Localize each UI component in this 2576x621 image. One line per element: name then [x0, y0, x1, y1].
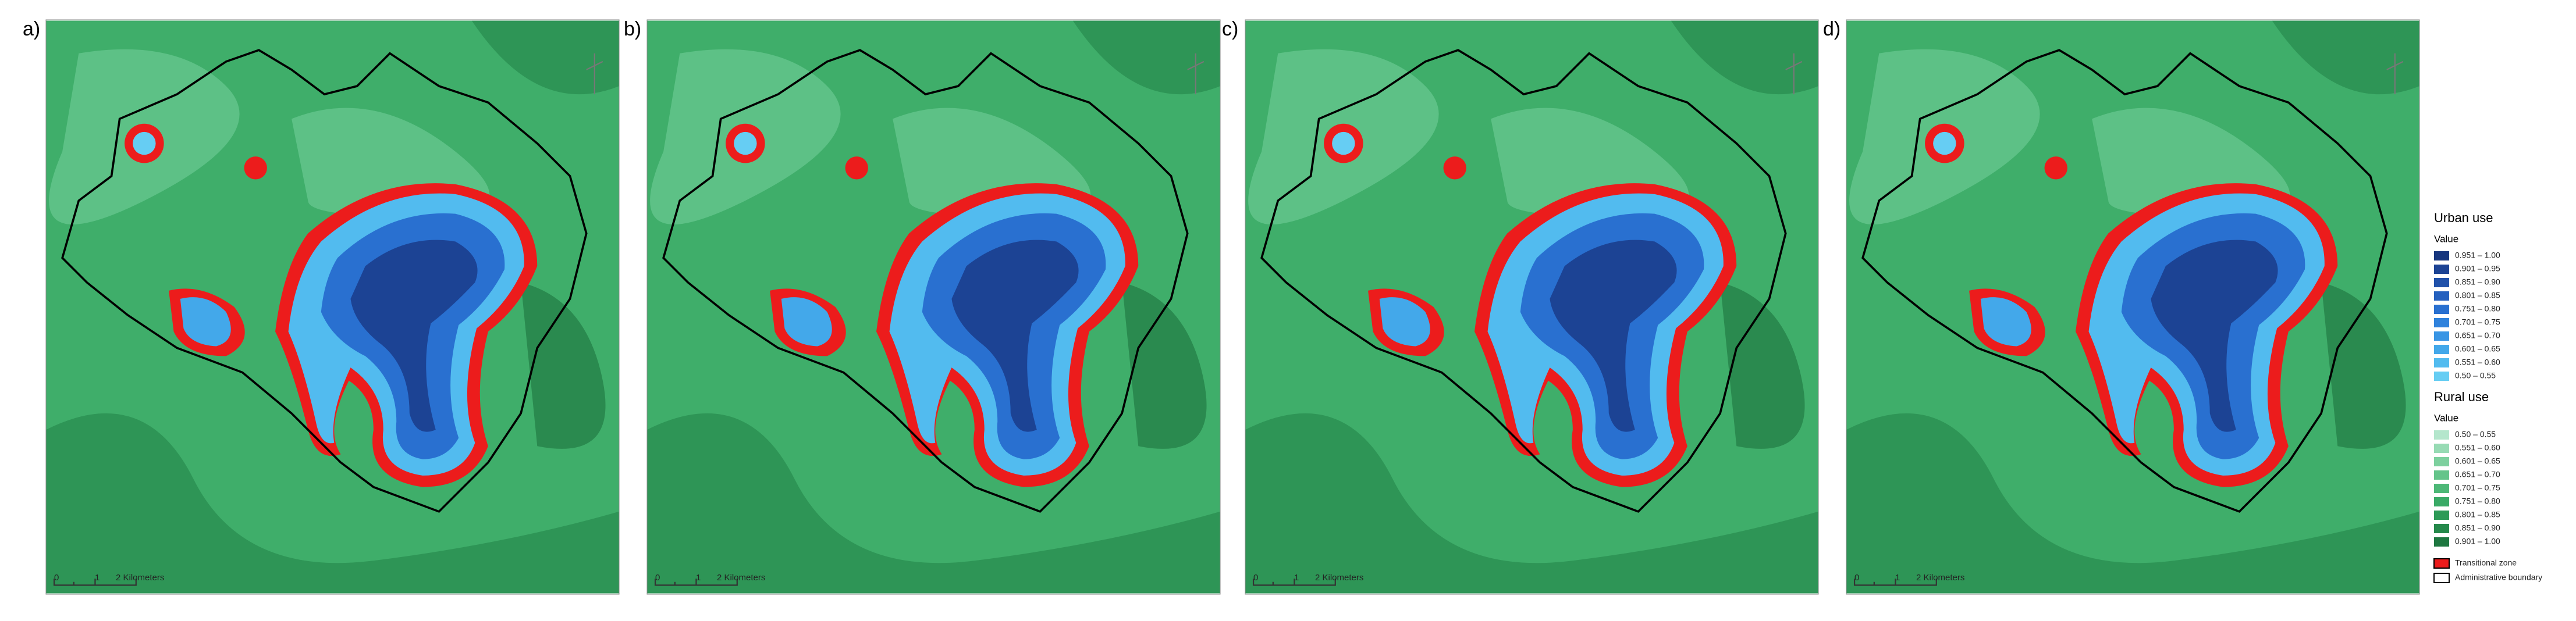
scale-label: 2 Kilometers	[717, 573, 765, 583]
legend-swatch	[2434, 497, 2449, 506]
legend-swatch	[2434, 470, 2449, 480]
legend-swatch	[2434, 484, 2449, 493]
legend-label: 0.50 – 0.55	[2455, 430, 2496, 439]
map-frame	[1846, 19, 2420, 595]
legend-label: 0.901 – 0.95	[2455, 264, 2500, 273]
scale-label: 0	[54, 573, 59, 583]
legend-swatch	[2433, 573, 2450, 583]
map-frame	[646, 19, 1221, 595]
legend-label: 0.901 – 1.00	[2455, 537, 2500, 546]
scale-label: 1	[696, 573, 701, 583]
legend-label: 0.601 – 0.65	[2455, 344, 2500, 354]
legend-label: 0.50 – 0.55	[2455, 371, 2496, 380]
legend-swatch	[2433, 558, 2450, 569]
legend-label: 0.551 – 0.60	[2455, 358, 2500, 367]
legend-label: 0.801 – 0.85	[2455, 510, 2500, 519]
legend-subtitle: Value	[2434, 233, 2458, 244]
map	[1846, 20, 2419, 594]
map-panel: d) 0 1 2 Kilometers	[1823, 18, 2420, 595]
legend-label: 0.951 – 1.00	[2455, 251, 2500, 260]
legend-swatch	[2434, 430, 2449, 440]
map	[1245, 20, 1818, 594]
legend-label: Administrative boundary	[2455, 573, 2542, 582]
legend-title: Urban use	[2434, 210, 2493, 225]
panel-label: c)	[1222, 18, 1238, 40]
legend-swatch	[2434, 524, 2449, 533]
scale-label: 1	[95, 573, 100, 583]
legend-label: 0.651 – 0.70	[2455, 470, 2500, 479]
legend-label: 0.851 – 0.90	[2455, 277, 2500, 287]
legend-swatch	[2434, 318, 2449, 327]
map	[647, 20, 1220, 594]
legend-label: 0.651 – 0.70	[2455, 331, 2500, 340]
panels: a) 0 1 2 Kilometers b) 0 1 2 Kilometers c) 0 1 2 Ki…	[23, 18, 2420, 595]
legend-swatch	[2434, 265, 2449, 274]
legend-title: Rural use	[2434, 390, 2489, 404]
legend-label: 0.801 – 0.85	[2455, 291, 2500, 300]
legend-swatch	[2434, 251, 2449, 260]
legend-swatch	[2434, 537, 2449, 547]
scale-label: 2 Kilometers	[1916, 573, 1964, 583]
map-panel: c) 0 1 2 Kilometers	[1222, 18, 1819, 595]
map-panel: b) 0 1 2 Kilometers	[624, 18, 1221, 595]
scale-label: 0	[1854, 573, 1859, 583]
panel-label: d)	[1823, 18, 1840, 40]
legend-label: 0.601 – 0.65	[2455, 456, 2500, 466]
map	[46, 20, 619, 594]
legend-swatch	[2434, 278, 2449, 287]
map-panel: a) 0 1 2 Kilometers	[23, 18, 620, 595]
legend-label: 0.851 – 0.90	[2455, 523, 2500, 533]
legend-label: 0.551 – 0.60	[2455, 443, 2500, 452]
legend-swatch	[2434, 345, 2449, 354]
scale-label: 0	[655, 573, 660, 583]
legend-label: 0.751 – 0.80	[2455, 304, 2500, 313]
panel-label: b)	[624, 18, 641, 40]
scale-label: 2 Kilometers	[116, 573, 164, 583]
legend-swatch	[2434, 291, 2449, 301]
legend-label: 0.701 – 0.75	[2455, 483, 2500, 492]
scale-label: 1	[1895, 573, 1900, 583]
scale-label: 2 Kilometers	[1315, 573, 1363, 583]
scale-label: 0	[1253, 573, 1258, 583]
legend-swatch	[2434, 511, 2449, 520]
panel-label: a)	[23, 18, 40, 40]
legend-swatch	[2434, 331, 2449, 341]
legend: Urban use Value 0.951 – 1.00 0.901 – 0.95 0.…	[2433, 210, 2542, 583]
legend-label: 0.701 – 0.75	[2455, 317, 2500, 327]
legend-swatch	[2434, 457, 2449, 466]
legend-swatch	[2434, 305, 2449, 314]
legend-swatch	[2434, 372, 2449, 381]
legend-label: Transitional zone	[2455, 558, 2517, 568]
map-frame	[1245, 19, 1819, 595]
legend-label: 0.751 – 0.80	[2455, 497, 2500, 506]
legend-subtitle: Value	[2434, 412, 2458, 423]
legend-swatch	[2434, 358, 2449, 367]
scale-label: 1	[1294, 573, 1299, 583]
legend-swatch	[2434, 444, 2449, 453]
map-frame	[45, 19, 620, 595]
